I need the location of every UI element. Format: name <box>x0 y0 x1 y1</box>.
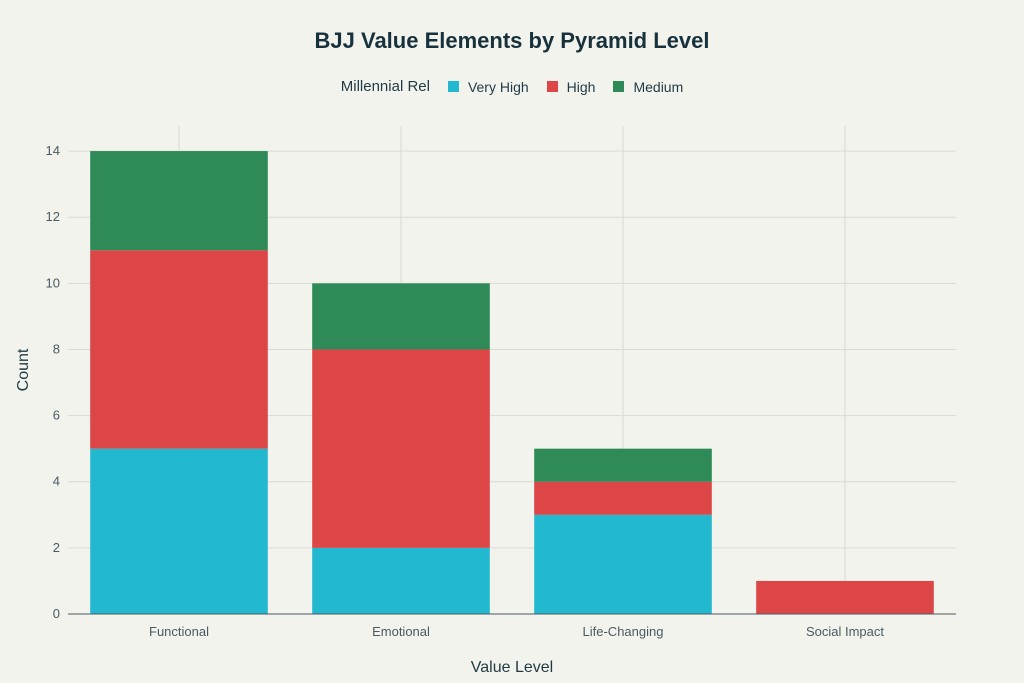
bar-segment[interactable] <box>90 151 268 251</box>
x-tick-label: Functional <box>149 624 209 639</box>
y-tick-label: 8 <box>53 341 60 356</box>
y-tick-label: 12 <box>46 209 60 224</box>
x-axis-title: Value Level <box>471 659 553 676</box>
y-tick-label: 2 <box>53 540 60 555</box>
bar-segment[interactable] <box>312 283 490 350</box>
bar-segment[interactable] <box>90 250 268 449</box>
bar-segment[interactable] <box>312 349 490 548</box>
x-tick-label: Life-Changing <box>583 624 664 639</box>
legend-label-very-high: Very High <box>467 78 529 95</box>
legend-item-high[interactable]: High <box>546 78 596 95</box>
bar-segment[interactable] <box>534 481 712 515</box>
y-tick-label: 6 <box>53 408 60 423</box>
chart-title: BJJ Value Elements by Pyramid Level <box>314 28 710 53</box>
legend-label-medium: Medium <box>633 78 684 95</box>
bar-segment[interactable] <box>756 580 934 614</box>
y-axis-title: Count <box>15 348 32 391</box>
bar-segment[interactable] <box>534 514 712 614</box>
legend-swatch-very-high <box>447 81 459 92</box>
bar-segment[interactable] <box>312 547 490 614</box>
x-tick-label: Social Impact <box>806 624 884 639</box>
y-tick-label: 4 <box>53 474 60 489</box>
axis-layer: 0 2 4 6 8 10 12 14 Functional Emotional Life-Chang… <box>46 143 956 639</box>
legend-item-medium[interactable]: Medium <box>613 79 683 95</box>
legend-swatch-high <box>546 81 558 92</box>
legend-title: Millennial Rel <box>340 78 430 95</box>
bar-segment[interactable] <box>534 448 712 482</box>
legend-item-very-high[interactable]: Very High <box>447 78 529 95</box>
x-tick-label: Emotional <box>372 624 430 639</box>
bar-segment[interactable] <box>90 448 268 614</box>
legend-swatch-medium <box>613 81 625 92</box>
legend-label-high: High <box>566 78 596 95</box>
y-tick-label: 14 <box>46 143 60 158</box>
legend: Millennial Rel Very High High Medium <box>0 78 1024 95</box>
y-tick-label: 10 <box>46 275 60 290</box>
bar-layer <box>90 151 934 614</box>
y-tick-label: 0 <box>53 606 60 621</box>
